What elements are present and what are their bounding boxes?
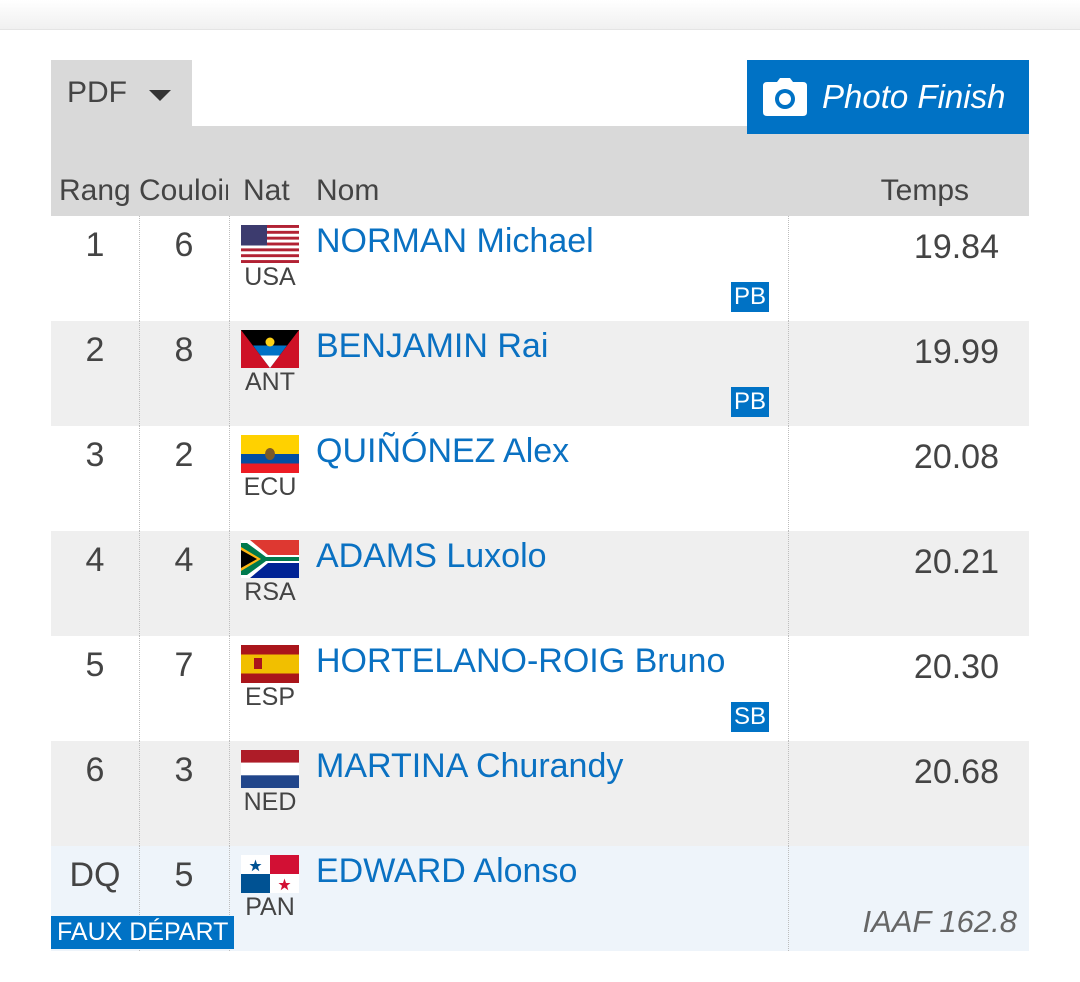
nat-code: ECU <box>243 473 297 501</box>
false-start-badge: FAUX DÉPART <box>51 916 235 949</box>
lane-cell: 3 <box>174 751 194 789</box>
spain-flag-icon <box>241 645 299 683</box>
record-badge: SB <box>731 702 770 732</box>
record-badge: PB <box>731 282 770 312</box>
nat-code: USA <box>244 263 296 291</box>
athlete-name-link[interactable]: MARTINA Churandy <box>316 747 624 785</box>
rank-cell: 5 <box>85 646 105 684</box>
column-divider <box>229 531 230 636</box>
time-cell: 20.21 <box>913 543 999 581</box>
column-divider <box>788 321 789 426</box>
rank-cell: 3 <box>85 436 105 474</box>
column-divider <box>788 426 789 531</box>
column-divider <box>229 846 230 951</box>
column-divider <box>229 426 230 531</box>
nat-code: ESP <box>244 683 296 711</box>
table-row: DQ 5 PAN EDWARD Alonso FAUX DÉPART IAAF 162.8 <box>51 846 1029 951</box>
lane-cell: 5 <box>174 856 194 894</box>
ecuador-flag-icon <box>241 435 299 473</box>
table-row: 5 7 ESP HORTELANO-ROIG Bruno SB 20.30 <box>51 636 1029 741</box>
lane-cell: 6 <box>174 226 194 264</box>
results-toolbar: PDF Photo Finish <box>51 60 1029 134</box>
table-row: 3 2 ECU QUIÑÓNEZ Alex 20.08 <box>51 426 1029 531</box>
header-rank[interactable]: Rang <box>59 174 131 207</box>
nat-code: NED <box>243 788 297 816</box>
results-table-body: 1 6 USA NORMAN Michael PB 19.84 2 8 ANT BENJAMIN … <box>51 216 1029 951</box>
column-divider <box>788 216 789 321</box>
lane-cell: 2 <box>174 436 194 474</box>
table-row: 4 4 RSA ADAMS Luxolo 20.21 <box>51 531 1029 636</box>
athlete-name-link[interactable]: EDWARD Alonso <box>316 852 578 890</box>
column-divider <box>139 321 140 426</box>
table-row: 6 3 NED MARTINA Churandy 20.68 <box>51 741 1029 846</box>
athlete-name-link[interactable]: HORTELANO-ROIG Bruno <box>316 642 726 680</box>
time-cell: 20.68 <box>913 753 999 791</box>
column-divider <box>139 846 140 951</box>
column-divider <box>139 531 140 636</box>
record-badge: PB <box>731 387 770 417</box>
netherlands-flag-icon <box>241 750 299 788</box>
time-cell: 19.99 <box>913 333 999 371</box>
column-divider <box>139 216 140 321</box>
column-divider <box>788 531 789 636</box>
photo-finish-label: Photo Finish <box>822 78 1006 115</box>
pdf-dropdown[interactable]: PDF <box>51 60 192 126</box>
pdf-label: PDF <box>67 76 127 109</box>
athlete-name-link[interactable]: NORMAN Michael <box>316 222 594 260</box>
column-divider <box>788 741 789 846</box>
column-divider <box>139 426 140 531</box>
rank-cell: 6 <box>85 751 105 789</box>
rank-cell: 2 <box>85 331 105 369</box>
athlete-name-link[interactable]: BENJAMIN Rai <box>316 327 549 365</box>
athlete-name-link[interactable]: QUIÑÓNEZ Alex <box>316 432 570 470</box>
antigua-flag-icon <box>241 330 299 368</box>
column-divider <box>139 636 140 741</box>
header-lane[interactable]: Couloir <box>139 174 228 207</box>
nat-code: RSA <box>244 578 296 606</box>
table-row: 1 6 USA NORMAN Michael PB 19.84 <box>51 216 1029 321</box>
column-divider <box>229 636 230 741</box>
panama-flag-icon <box>241 855 299 893</box>
nat-code: ANT <box>245 368 295 396</box>
results-panel: PDF Photo Finish Rang Couloir Nat Nom Te… <box>51 60 1029 951</box>
camera-icon <box>763 78 807 116</box>
time-cell: 20.30 <box>913 648 999 686</box>
top-bar <box>0 0 1080 30</box>
lane-cell: 4 <box>174 541 194 579</box>
header-nat[interactable]: Nat <box>243 174 290 207</box>
table-row: 2 8 ANT BENJAMIN Rai PB 19.99 <box>51 321 1029 426</box>
time-cell: 20.08 <box>913 438 999 476</box>
header-time[interactable]: Temps <box>880 174 969 207</box>
south-africa-flag-icon <box>241 540 299 578</box>
time-cell: 19.84 <box>913 228 999 266</box>
athlete-name-link[interactable]: ADAMS Luxolo <box>316 537 547 575</box>
column-divider <box>229 321 230 426</box>
rank-cell: 1 <box>85 226 105 264</box>
caret-down-icon <box>149 89 171 101</box>
column-divider <box>788 636 789 741</box>
nat-code: PAN <box>245 893 295 921</box>
column-divider <box>229 216 230 321</box>
column-divider <box>788 846 789 951</box>
photo-finish-button[interactable]: Photo Finish <box>747 60 1029 134</box>
table-header: Rang Couloir Nat Nom Temps <box>51 126 1029 216</box>
column-divider <box>139 741 140 846</box>
rule-reference: IAAF 162.8 <box>862 904 1017 939</box>
rank-cell: 4 <box>85 541 105 579</box>
lane-cell: 7 <box>174 646 194 684</box>
rank-cell: DQ <box>69 856 121 894</box>
column-divider <box>229 741 230 846</box>
header-name[interactable]: Nom <box>316 174 380 207</box>
lane-cell: 8 <box>174 331 194 369</box>
usa-flag-icon <box>241 225 299 263</box>
